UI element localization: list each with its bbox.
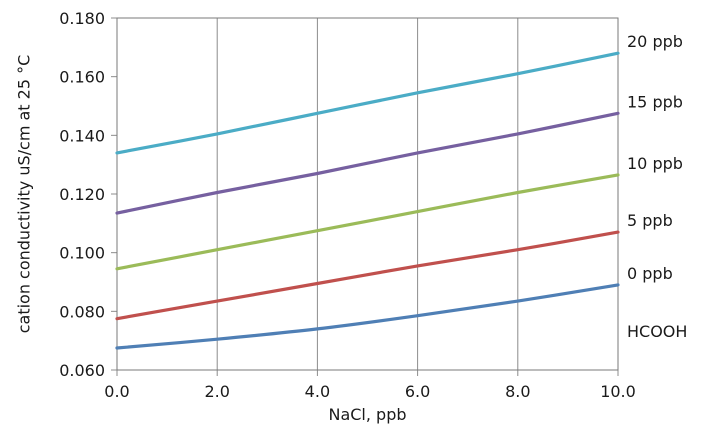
- y-tick-label: 0.100: [59, 244, 105, 263]
- series-label: 5 ppb: [627, 211, 673, 230]
- x-axis-title: NaCl, ppb: [328, 405, 406, 424]
- series-label: 20 ppb: [627, 32, 683, 51]
- y-axis-tick-labels: 0.060 0.080 0.100 0.120 0.140 0.160 0.180: [59, 9, 105, 380]
- series-line-10-ppb: [115, 173, 620, 271]
- x-tick-label: 4.0: [305, 382, 330, 401]
- series-label: 10 ppb: [627, 154, 683, 173]
- series-line-0-ppb: [115, 283, 620, 350]
- legend-title: HCOOH: [627, 322, 687, 341]
- x-tick-label: 0.0: [104, 382, 129, 401]
- series-labels: 0 ppb 5 ppb 10 ppb 15 ppb 20 ppb: [627, 32, 683, 283]
- x-tick-label: 6.0: [405, 382, 430, 401]
- x-tick-label: 2.0: [204, 382, 229, 401]
- series-label: 15 ppb: [627, 92, 683, 111]
- y-tick-label: 0.140: [59, 126, 105, 145]
- y-tick-label: 0.160: [59, 68, 105, 87]
- gridlines: [111, 17, 619, 376]
- series-lines: [115, 51, 620, 350]
- y-tick-label: 0.180: [59, 9, 105, 28]
- y-tick-label: 0.080: [59, 302, 105, 321]
- plot-frame: [116, 17, 619, 371]
- y-axis-title: cation conductivity uS/cm at 25 °C: [15, 55, 34, 334]
- y-tick-label: 0.120: [59, 185, 105, 204]
- series-line-15-ppb: [115, 111, 620, 215]
- y-tick-label: 0.060: [59, 361, 105, 380]
- series-label: 0 ppb: [627, 264, 673, 283]
- x-axis-tick-labels: 0.0 2.0 4.0 6.0 8.0 10.0: [104, 382, 636, 401]
- x-tick-label: 10.0: [600, 382, 636, 401]
- series-line-5-ppb: [115, 230, 620, 321]
- x-tick-label: 8.0: [505, 382, 530, 401]
- series-line-20-ppb: [115, 51, 620, 155]
